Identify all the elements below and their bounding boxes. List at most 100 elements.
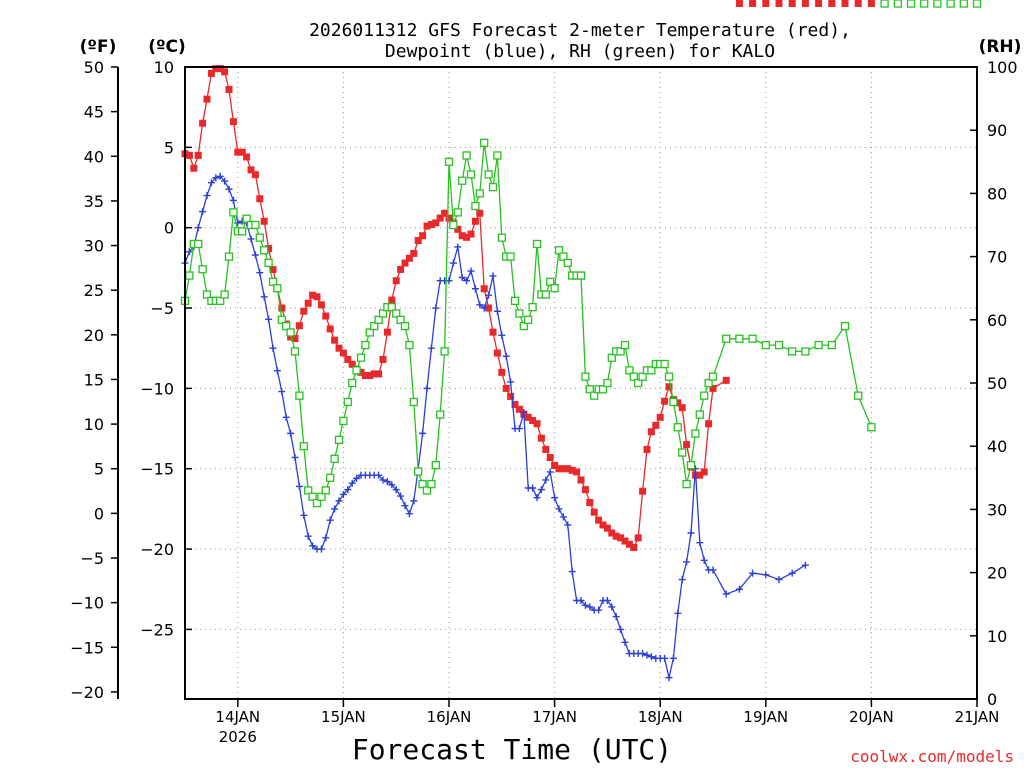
rh-point: [933, 0, 942, 8]
dewpoint-point: [185, 248, 193, 256]
temperature-point: [551, 462, 559, 470]
dewpoint-point: [485, 291, 493, 299]
rh-point: [339, 416, 348, 426]
dewpoint-point: [564, 521, 572, 529]
rh-point: [396, 315, 405, 324]
dewpoint-point: [687, 529, 695, 537]
rh-point: [321, 486, 330, 495]
rh-point: [348, 378, 357, 388]
rh-point: [827, 340, 836, 350]
dewpoint-point: [247, 235, 255, 243]
temperature-point: [410, 249, 418, 257]
rh-point: [774, 340, 784, 350]
rh-point: [603, 378, 612, 388]
temperature-point: [546, 453, 554, 461]
rh-point: [704, 378, 713, 388]
watermark: coolwx.com/models: [850, 747, 1014, 766]
temperature-point: [300, 307, 308, 315]
rh-point: [242, 214, 251, 223]
dewpoint-point: [216, 172, 224, 180]
rh-point: [304, 486, 313, 495]
rh-point: [392, 309, 401, 318]
rh-point: [840, 321, 850, 331]
dewpoint-point: [229, 196, 237, 204]
rh-point: [422, 486, 432, 495]
temperature-point: [291, 335, 299, 343]
dewpoint-point: [273, 367, 281, 375]
rh-point: [660, 359, 669, 369]
dewpoint-point: [344, 486, 352, 494]
temperature-point: [287, 333, 295, 341]
rh-point: [634, 378, 643, 388]
dewpoint-point: [678, 576, 686, 584]
dewpoint-point: [207, 179, 215, 187]
temperature-point: [647, 428, 655, 436]
rh-unit-label: (RH): [979, 37, 1022, 57]
rh-point: [282, 321, 291, 331]
dewpoint-point: [529, 484, 537, 492]
fahrenheit-tick-label: 50: [84, 58, 104, 77]
rh-point: [647, 366, 656, 375]
rh-point: [946, 0, 955, 8]
dewpoint-point: [339, 490, 347, 498]
rh-point: [616, 347, 625, 356]
rh-point: [185, 271, 194, 280]
dewpoint-point: [353, 474, 361, 482]
dewpoint-point: [449, 259, 457, 267]
rh-point: [519, 321, 528, 331]
dewpoint-point: [322, 534, 330, 542]
rh-point: [581, 372, 590, 381]
temperature-point: [801, 0, 809, 7]
temperature-point: [278, 304, 286, 312]
temperature-point: [251, 171, 259, 179]
dewpoint-point: [683, 558, 691, 566]
rh-point: [224, 252, 234, 261]
temperature-point: [555, 465, 563, 473]
temperature-point: [194, 151, 202, 159]
dewpoint-point: [405, 510, 413, 518]
dewpoint-point: [419, 429, 427, 437]
fahrenheit-tick-label: 15: [84, 370, 104, 389]
dewpoint-point: [463, 277, 471, 285]
dewpoint-point: [295, 482, 303, 490]
rh-tick-label: 90: [987, 121, 1007, 140]
temperature-point: [388, 296, 396, 304]
rh-point: [444, 157, 454, 166]
rh-point: [585, 385, 594, 394]
rh-point: [700, 391, 709, 400]
dewpoint-point: [278, 388, 286, 396]
dewpoint-point: [212, 174, 220, 182]
dewpoint-point: [643, 651, 651, 659]
rh-point: [510, 296, 520, 305]
x-axis-label: Forecast Time (UTC): [352, 733, 672, 766]
rh-point: [893, 0, 902, 8]
fahrenheit-tick-label: 0: [94, 504, 104, 523]
temperature-point: [260, 217, 268, 225]
rh-tick-label: 80: [987, 184, 1007, 203]
x-tick-label: 15JAN: [321, 708, 366, 726]
rh-point: [532, 239, 542, 249]
dewpoint-point: [467, 267, 475, 275]
temperature-point: [683, 441, 691, 449]
rh-point: [735, 334, 744, 343]
fahrenheit-tick-label: 10: [84, 415, 104, 434]
temperature-point: [652, 421, 660, 429]
rh-point: [880, 0, 889, 8]
dewpoint-point: [674, 609, 682, 617]
rh-point: [691, 429, 700, 438]
rh-point: [722, 334, 731, 343]
rh-point: [400, 321, 410, 331]
temperature-point: [445, 214, 453, 222]
dewpoint-point: [801, 561, 809, 569]
temperature-point: [700, 468, 708, 476]
rh-point: [541, 290, 550, 299]
rh-point: [506, 252, 515, 261]
temperature-point: [696, 471, 704, 479]
temperature-point: [498, 368, 506, 376]
rh-point: [277, 315, 286, 324]
temperature-point: [265, 245, 273, 253]
rh-point: [669, 397, 678, 407]
dewpoint-point: [542, 476, 550, 484]
dewpoint-point: [586, 603, 594, 611]
rh-point: [638, 372, 647, 381]
